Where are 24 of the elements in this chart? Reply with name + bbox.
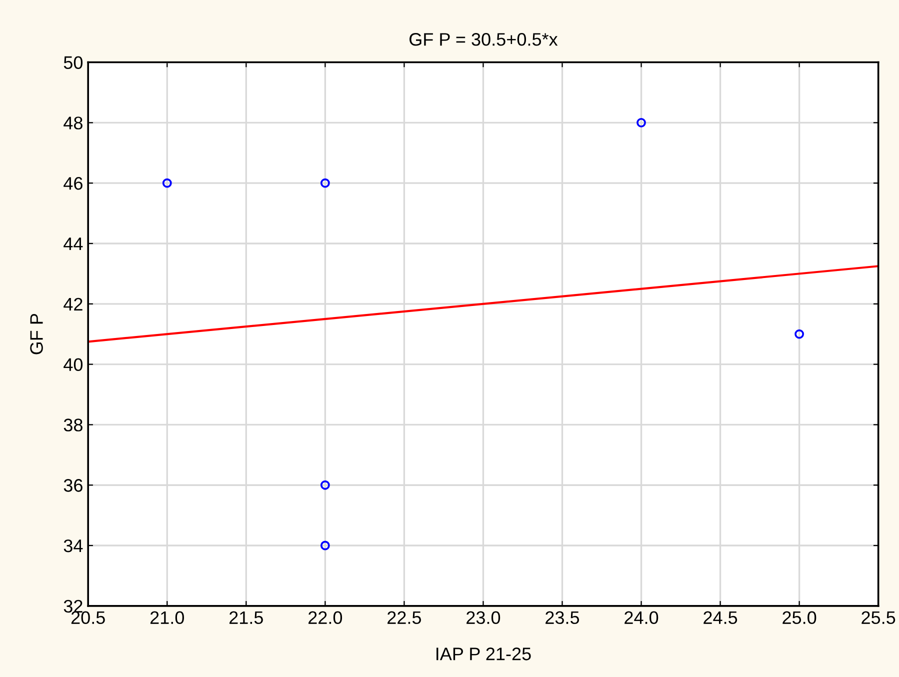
y-tick-label: 34: [64, 539, 83, 552]
x-tick-label: 24.0: [624, 611, 658, 624]
x-tick-label: 20.5: [71, 611, 105, 624]
y-tick-label: 40: [64, 358, 83, 372]
y-tick-label: 44: [64, 238, 83, 250]
x-tick-label: 23.5: [546, 611, 580, 624]
y-tick-label: 38: [64, 418, 82, 432]
x-tick-label: 23.0: [466, 611, 500, 624]
y-tick-label: 46: [64, 177, 82, 190]
y-tick-label: 48: [64, 116, 82, 130]
x-tick-label: 22.5: [388, 611, 422, 624]
y-tick-label: 50: [64, 56, 83, 70]
x-tick-label: 25.0: [782, 611, 816, 624]
y-tick-label: 42: [64, 298, 82, 310]
x-tick-label: 24.5: [704, 611, 738, 624]
x-tick-label: 21.5: [229, 611, 263, 624]
x-tick-label: 25.5: [862, 611, 896, 624]
x-axis-title: IAP P 21-25: [436, 648, 531, 660]
x-tick-label: 21.0: [150, 611, 184, 624]
y-tick-label: 36: [64, 479, 82, 492]
y-tick-label: 32: [64, 600, 82, 613]
x-tick-label: 22.0: [308, 611, 342, 624]
chart-title: GF P = 30.5+0.5*x: [410, 33, 558, 46]
y-axis-title: GF P: [30, 314, 43, 354]
